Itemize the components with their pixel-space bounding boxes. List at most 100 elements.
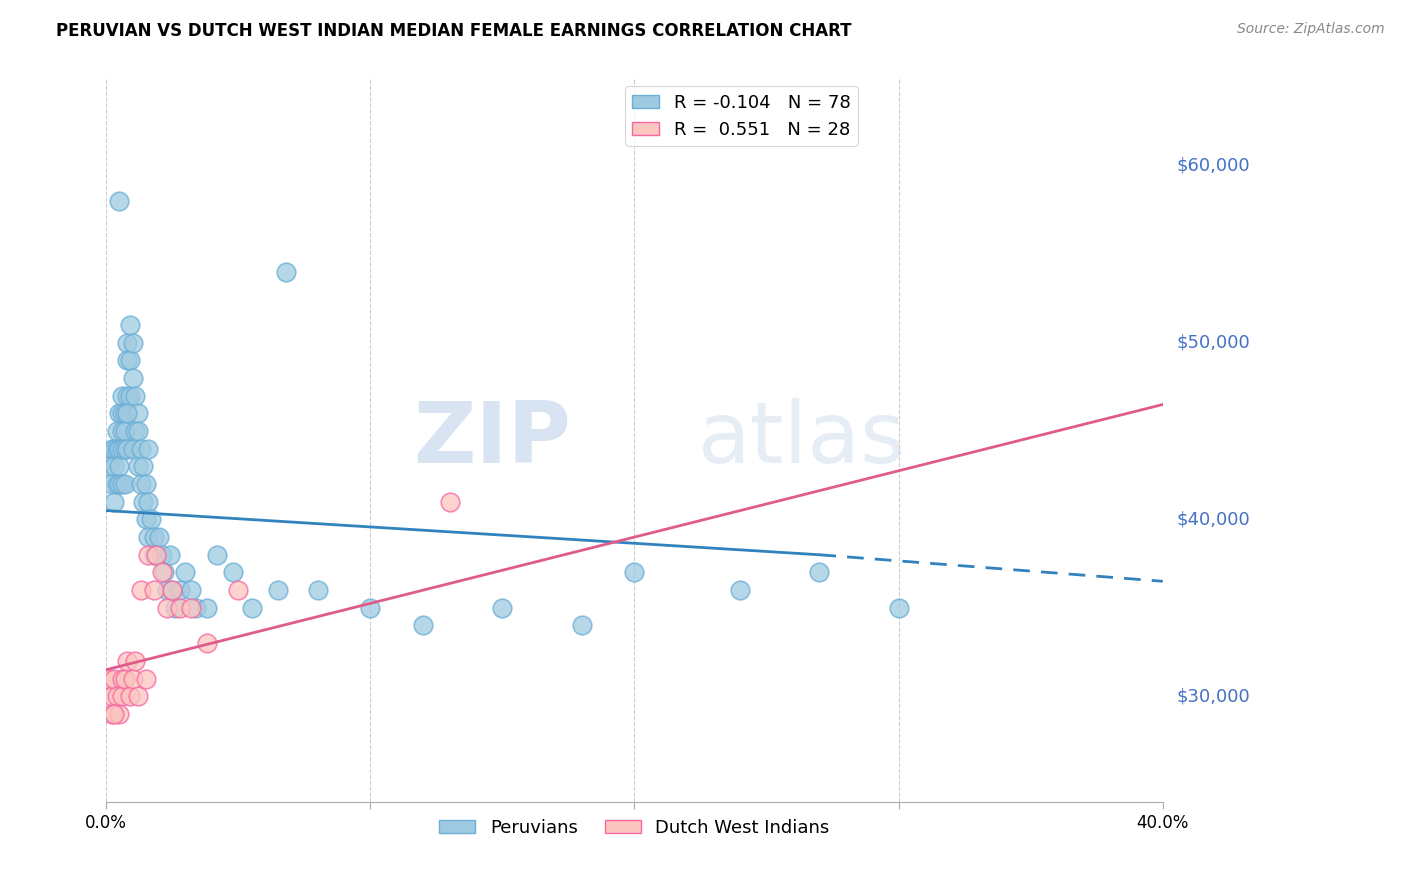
Point (240, 600, 263, 615)
Point (142, 548, 165, 562)
Point (111, 672, 134, 686)
Point (205, 548, 228, 562)
Point (114, 442, 136, 456)
Point (491, 600, 513, 615)
Point (129, 477, 152, 491)
Point (121, 442, 143, 456)
Point (108, 706, 131, 721)
Point (127, 459, 149, 474)
Point (156, 600, 179, 615)
Point (150, 548, 173, 562)
Point (169, 583, 191, 598)
Point (150, 566, 173, 580)
Point (111, 406, 134, 420)
Point (145, 548, 167, 562)
Point (117, 389, 139, 403)
Point (117, 442, 139, 456)
Point (159, 548, 181, 562)
Point (124, 424, 146, 438)
Point (111, 442, 134, 456)
Point (180, 583, 202, 598)
Point (118, 389, 141, 403)
Point (728, 583, 751, 598)
Point (103, 494, 125, 508)
Point (184, 600, 207, 615)
Point (138, 548, 160, 562)
Point (124, 654, 146, 668)
Point (111, 477, 134, 491)
Point (195, 636, 218, 650)
Point (145, 548, 167, 562)
Point (139, 512, 162, 526)
Point (117, 406, 139, 420)
Point (142, 583, 165, 598)
Point (129, 442, 152, 456)
Point (623, 566, 645, 580)
Point (129, 583, 152, 598)
Point (135, 672, 157, 686)
Point (162, 583, 184, 598)
Point (97, 672, 120, 686)
Point (105, 689, 128, 703)
Text: atlas: atlas (697, 399, 905, 482)
Point (174, 566, 197, 580)
Point (108, 194, 131, 209)
Point (108, 477, 131, 491)
Point (138, 530, 160, 544)
Point (180, 600, 202, 615)
Point (132, 459, 155, 474)
Point (111, 689, 134, 703)
Point (114, 424, 136, 438)
Point (163, 600, 186, 615)
Point (117, 353, 139, 368)
Point (135, 512, 157, 526)
Point (267, 583, 290, 598)
Point (105, 442, 128, 456)
Point (127, 406, 149, 420)
Point (118, 353, 141, 368)
Point (226, 583, 249, 598)
Point (121, 672, 143, 686)
Point (135, 477, 157, 491)
Point (148, 530, 170, 544)
Point (153, 566, 176, 580)
Point (117, 335, 139, 350)
Text: ZIP: ZIP (413, 399, 571, 482)
Text: $30,000: $30,000 (1177, 687, 1250, 706)
Point (124, 389, 146, 403)
Point (127, 689, 149, 703)
Point (114, 672, 136, 686)
Point (887, 600, 910, 615)
Point (195, 600, 218, 615)
Point (156, 583, 179, 598)
Point (114, 406, 136, 420)
Point (103, 459, 125, 474)
Text: $50,000: $50,000 (1177, 334, 1250, 351)
Point (127, 424, 149, 438)
Point (111, 389, 134, 403)
Point (412, 618, 434, 632)
Point (138, 494, 160, 508)
Point (118, 689, 141, 703)
Point (105, 477, 128, 491)
Point (138, 442, 160, 456)
Point (222, 566, 245, 580)
Point (108, 459, 131, 474)
Text: $60,000: $60,000 (1177, 157, 1250, 175)
Point (121, 371, 143, 385)
Point (439, 494, 461, 508)
Point (132, 494, 155, 508)
Point (111, 424, 134, 438)
Point (103, 442, 125, 456)
Point (108, 442, 131, 456)
Point (103, 706, 125, 721)
Point (105, 424, 128, 438)
Text: $40,000: $40,000 (1177, 510, 1250, 528)
Point (118, 318, 141, 332)
Point (307, 583, 329, 598)
Point (274, 265, 297, 279)
Legend: Peruvians, Dutch West Indians: Peruvians, Dutch West Indians (432, 812, 837, 844)
Point (100, 477, 122, 491)
Point (117, 654, 139, 668)
Text: Source: ZipAtlas.com: Source: ZipAtlas.com (1237, 22, 1385, 37)
